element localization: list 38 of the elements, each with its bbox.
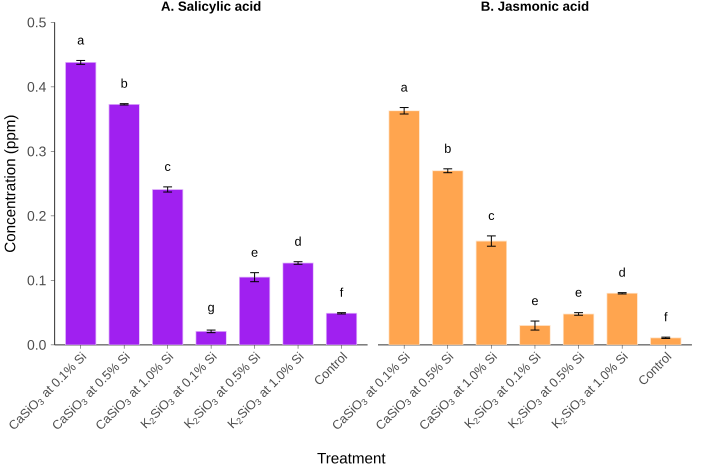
bar (196, 331, 226, 345)
bar (432, 170, 464, 345)
annotation: f (340, 288, 344, 297)
annotation: a (78, 38, 84, 45)
annotation: d (619, 268, 625, 277)
annotation: a (401, 84, 408, 92)
y-axis-title: Concentration (ppm) (4, 116, 18, 252)
annotation: c (165, 164, 170, 172)
annotation: e (252, 250, 258, 257)
x-axis-title: Treatment (317, 453, 386, 464)
bar (152, 189, 184, 345)
y-tick-label: 0.2 (28, 211, 46, 221)
bar (108, 104, 140, 345)
annotation: f (664, 312, 668, 322)
bar (519, 325, 551, 345)
bar (650, 338, 682, 345)
chart-title: A. Salicylic acid (161, 1, 260, 14)
y-tick-label: 0.0 (28, 340, 46, 350)
bar (326, 313, 358, 345)
annotation: e (532, 298, 538, 306)
bar (562, 314, 594, 345)
bar (238, 276, 270, 345)
bar (476, 240, 508, 345)
y-tick-label: 0.4 (28, 82, 46, 92)
annotation: d (295, 236, 301, 246)
y-tick-label: 0.1 (28, 276, 46, 286)
annotation: b (445, 144, 451, 154)
y-tick-label: 0.3 (28, 146, 46, 156)
annotation: b (121, 78, 128, 88)
annotation: g (208, 304, 214, 314)
bar (65, 62, 96, 345)
chart-title: B. Jasmonic acid (482, 1, 588, 11)
annotation: c (488, 213, 494, 220)
y-tick-label: 0.5 (28, 18, 46, 28)
annotation: e (576, 290, 582, 297)
bar (282, 262, 314, 345)
bar (606, 293, 638, 345)
bar (388, 110, 420, 345)
